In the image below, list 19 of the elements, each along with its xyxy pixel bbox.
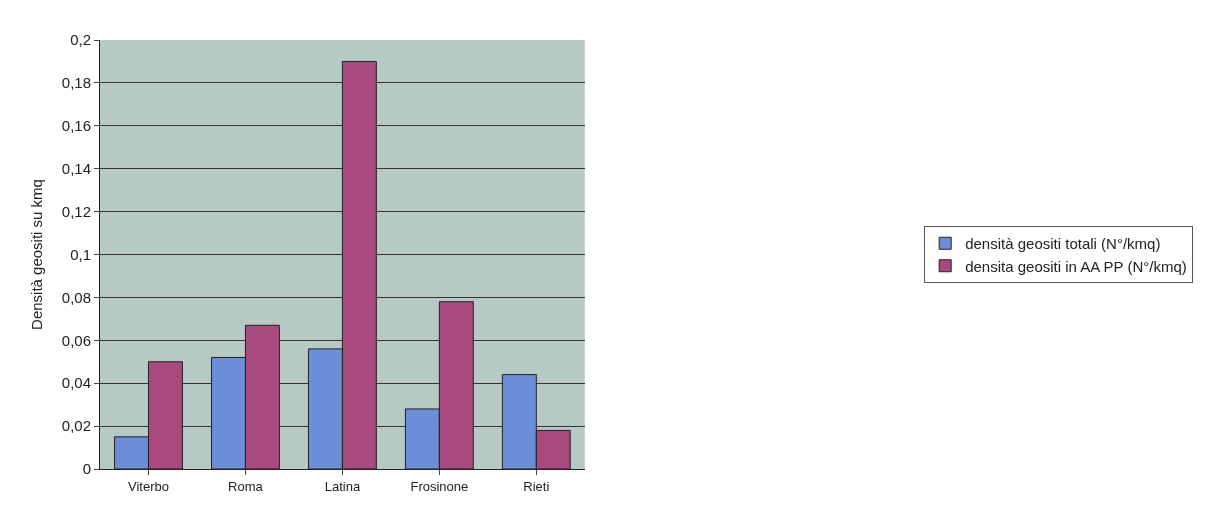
y-tick-label: 0,06 — [61, 331, 91, 349]
y-tick-label: 0,12 — [61, 202, 91, 220]
y-axis-title: Densità geositi su kmq — [28, 179, 46, 330]
x-tick-label: Frosinone — [410, 478, 469, 494]
y-tick-label: 0,1 — [70, 245, 91, 263]
x-tick-label: Latina — [324, 478, 361, 494]
y-tick-label: 0,08 — [61, 288, 91, 306]
y-tick-label: 0,04 — [61, 374, 91, 392]
y-tick-label: 0 — [82, 460, 91, 478]
y-tick-label: 0,16 — [61, 117, 91, 135]
legend-label: densità geositi totali (N°/kmq) — [965, 235, 1161, 253]
legend-label: densita geositi in AA PP (N°/kmq) — [965, 257, 1187, 275]
x-tick-label: Viterbo — [128, 478, 169, 494]
y-tick-label: 0,18 — [61, 74, 91, 92]
x-tick-label: Rieti — [523, 478, 550, 494]
y-tick-label: 0,2 — [70, 31, 91, 49]
y-tick-label: 0,14 — [61, 159, 91, 177]
x-tick-label: Roma — [228, 478, 264, 494]
y-tick-label: 0,02 — [61, 417, 91, 435]
